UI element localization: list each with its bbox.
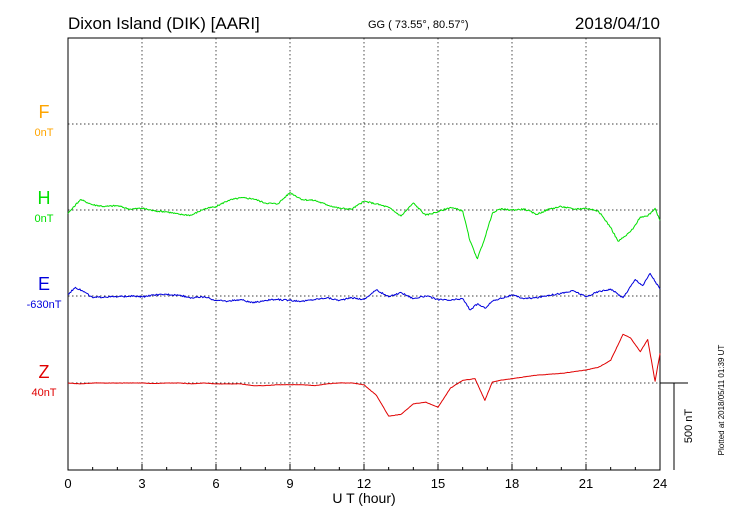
x-tick-label: 9 — [286, 476, 293, 491]
scale-bar-label: 500 nT — [683, 409, 695, 444]
channel-baseline-H: 0nT — [35, 213, 54, 225]
channel-baseline-F: 0nT — [35, 127, 54, 139]
plotted-note: Plotted at 2018/05/11 01:39 UT — [717, 345, 726, 456]
x-tick-label: 15 — [431, 476, 445, 491]
date-label: 2018/04/10 — [575, 14, 660, 33]
channel-name-Z: Z — [39, 362, 50, 382]
grid — [68, 38, 660, 470]
x-tick-label: 6 — [212, 476, 219, 491]
coords-label: GG ( 73.55°, 80.57°) — [368, 19, 469, 31]
series-line-E — [67, 272, 661, 311]
series-line-H — [67, 192, 661, 260]
x-tick-label: 21 — [579, 476, 593, 491]
series-line-Z — [67, 333, 661, 417]
channel-baseline-Z: 40nT — [31, 387, 56, 399]
channel-labels: F 0nT H 0nT E -630nT Z 40nT — [27, 102, 62, 399]
channel-name-E: E — [38, 274, 50, 294]
x-axis: 0 3 6 9 12 15 18 21 24 — [64, 464, 667, 491]
x-tick-label: 18 — [505, 476, 519, 491]
channel-baseline-E: -630nT — [27, 299, 62, 311]
channel-name-H: H — [38, 188, 51, 208]
x-axis-label: U T (hour) — [332, 490, 395, 506]
x-tick-label: 12 — [357, 476, 371, 491]
station-title: Dixon Island (DIK) [AARI] — [68, 14, 260, 33]
x-tick-label: 0 — [64, 476, 71, 491]
x-tick-label: 24 — [653, 476, 667, 491]
channel-name-F: F — [39, 102, 50, 122]
series-layer — [67, 192, 661, 417]
x-tick-label: 3 — [138, 476, 145, 491]
